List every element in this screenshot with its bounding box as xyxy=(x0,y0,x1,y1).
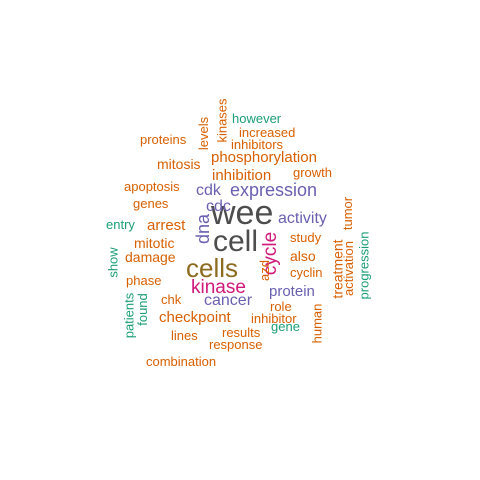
word-found: found xyxy=(134,293,150,326)
word-inhibition: inhibition xyxy=(212,167,272,184)
word-cells: cells xyxy=(186,253,239,283)
word-tumor: tumor xyxy=(340,196,356,231)
word-cdk: cdk xyxy=(196,182,221,199)
word-increased: increased xyxy=(239,125,296,140)
word-cyclin: cyclin xyxy=(290,265,323,280)
word-mitotic: mitotic xyxy=(134,235,175,251)
word-show: show xyxy=(105,247,121,278)
word-levels: levels xyxy=(196,116,212,151)
word-phase: phase xyxy=(126,273,162,288)
word-activation: activation xyxy=(340,241,356,296)
word-dna: dna xyxy=(193,213,214,245)
word-arrest: arrest xyxy=(147,217,186,234)
word-lines: lines xyxy=(171,328,198,343)
word-damage: damage xyxy=(125,249,176,265)
word-growth: growth xyxy=(293,165,333,180)
word-role: role xyxy=(270,299,292,314)
word-however: however xyxy=(232,111,282,126)
word-combination: combination xyxy=(146,354,217,369)
word-azd: azd xyxy=(256,260,272,281)
word-cancer: cancer xyxy=(204,292,253,309)
word-mitosis: mitosis xyxy=(157,156,201,172)
word-progression: progression xyxy=(356,231,372,300)
word-chk: chk xyxy=(161,292,182,307)
word-kinase: kinase xyxy=(191,277,246,298)
word-activity: activity xyxy=(278,210,327,227)
word-checkpoint: checkpoint xyxy=(159,309,231,326)
word-cdc: cdc xyxy=(206,198,231,215)
word-response: response xyxy=(209,337,263,352)
word-human: human xyxy=(309,303,325,344)
word-also: also xyxy=(290,248,316,264)
word-results: results xyxy=(222,325,261,340)
word-inhibitor: inhibitor xyxy=(251,311,297,326)
word-kinases: kinases xyxy=(214,98,230,143)
word-gene: gene xyxy=(271,319,300,334)
word-cell: cell xyxy=(213,225,259,258)
word-phosphorylation: phosphorylation xyxy=(211,149,317,166)
word-patients: patients xyxy=(121,292,137,339)
word-wee: wee xyxy=(211,194,274,232)
word-expression: expression xyxy=(230,180,318,200)
word-apoptosis: apoptosis xyxy=(124,179,180,194)
word-genes: genes xyxy=(133,196,169,211)
word-study: study xyxy=(290,230,322,245)
word-protein: protein xyxy=(269,283,315,300)
word-proteins: proteins xyxy=(140,132,187,147)
word-entry: entry xyxy=(106,217,135,232)
word-inhibitors: inhibitors xyxy=(231,137,284,152)
